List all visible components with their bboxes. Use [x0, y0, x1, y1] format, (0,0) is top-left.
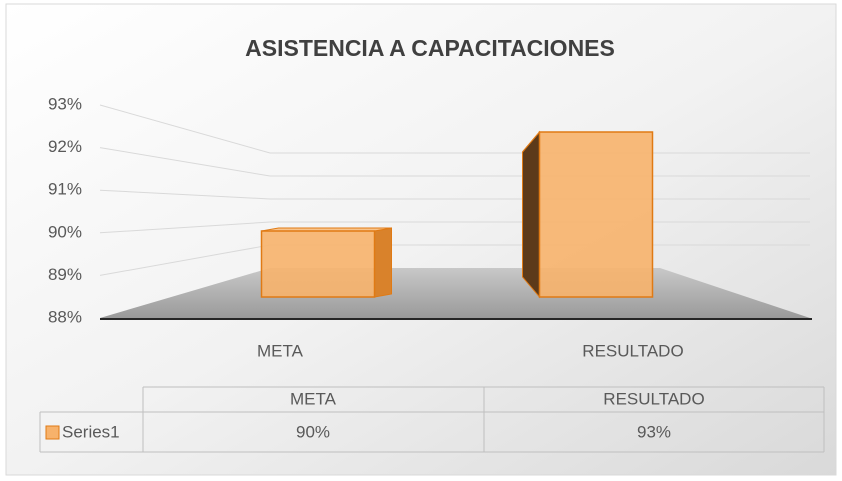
table-value: 93%: [637, 422, 671, 441]
y-tick-label: 89%: [48, 265, 82, 284]
y-tick-label: 92%: [48, 137, 82, 156]
bar: [260, 227, 392, 298]
table-header: META: [290, 389, 337, 408]
bar-face: [260, 230, 376, 298]
chart-title: ASISTENCIA A CAPACITACIONES: [245, 35, 615, 61]
y-tick-label: 90%: [48, 222, 82, 241]
y-tick-label: 91%: [48, 180, 82, 199]
bar: [522, 130, 654, 299]
x-tick-label: RESULTADO: [582, 341, 683, 360]
table-header: RESULTADO: [603, 389, 704, 408]
bar-face: [538, 131, 654, 298]
bar-face: [374, 227, 392, 298]
legend-key: [45, 425, 60, 440]
legend-label: Series1: [62, 422, 120, 441]
x-tick-label: META: [257, 341, 304, 360]
bar-face: [522, 130, 540, 299]
y-tick-label: 88%: [48, 307, 82, 326]
chart-area: [5, 3, 837, 476]
table-value: 90%: [296, 422, 330, 441]
y-tick-label: 93%: [48, 94, 82, 113]
